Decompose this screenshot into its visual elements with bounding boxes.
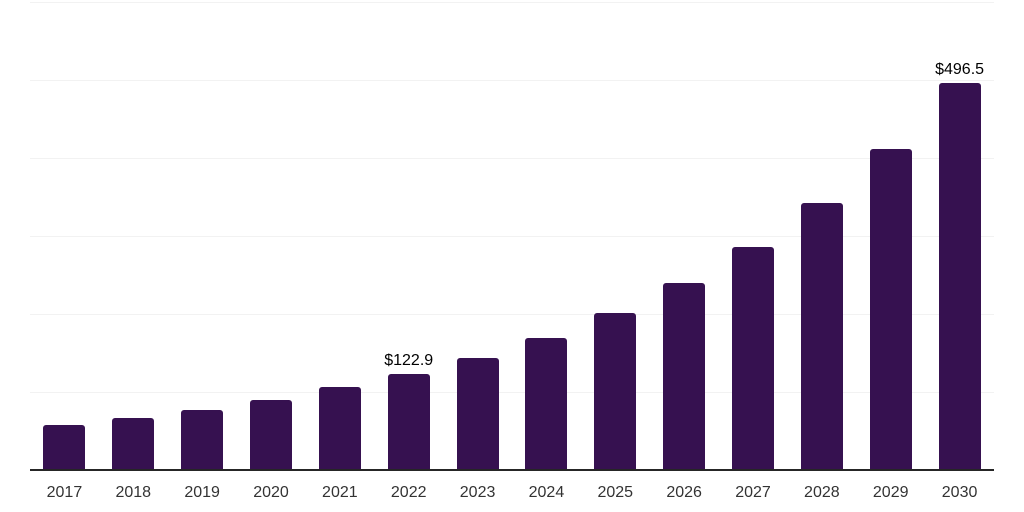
x-axis-line	[30, 469, 994, 471]
bar-2019	[181, 410, 223, 470]
gridline	[30, 392, 994, 393]
bar-value-label-2030: $496.5	[935, 61, 985, 78]
bar-value-label-2022: $122.9	[384, 352, 434, 369]
bar-2020	[250, 400, 292, 470]
gridline	[30, 158, 994, 159]
bar-2018	[112, 418, 154, 470]
x-tick-label-2023: 2023	[459, 484, 496, 501]
x-tick-label-2019: 2019	[184, 484, 220, 501]
x-tick-label-2017: 2017	[46, 484, 83, 501]
x-tick-label-2027: 2027	[735, 484, 771, 501]
x-tick-label-2018: 2018	[115, 484, 152, 501]
bar-2023	[457, 358, 499, 470]
bar-2024	[525, 338, 567, 470]
gridline	[30, 80, 994, 81]
gridline	[30, 2, 994, 3]
x-tick-label-2021: 2021	[322, 484, 358, 501]
bar-2029	[870, 149, 912, 470]
x-tick-label-2022: 2022	[390, 484, 427, 501]
bar-2017	[43, 425, 85, 470]
bar-2022	[388, 374, 430, 470]
x-tick-label-2030: 2030	[941, 484, 978, 501]
x-tick-label-2020: 2020	[253, 484, 289, 501]
x-tick-label-2024: 2024	[528, 484, 565, 501]
gridline	[30, 236, 994, 237]
x-tick-label-2025: 2025	[597, 484, 634, 501]
bar-2025	[594, 313, 636, 470]
bar-2028	[801, 203, 843, 470]
x-tick-label-2026: 2026	[666, 484, 702, 501]
bar-2021	[319, 387, 361, 470]
bar-2026	[663, 283, 705, 470]
gridline	[30, 314, 994, 315]
x-tick-label-2028: 2028	[804, 484, 840, 501]
x-tick-label-2029: 2029	[872, 484, 909, 501]
bar-2030	[939, 83, 981, 470]
bar-2027	[732, 247, 774, 470]
